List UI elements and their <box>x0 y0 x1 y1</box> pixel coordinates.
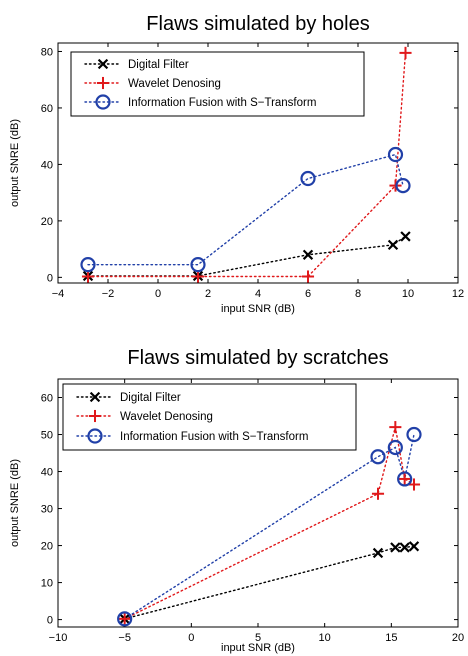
data-point-information-fusion-with-s-transform <box>397 471 413 487</box>
data-point-digital-filter-stroke <box>302 249 314 260</box>
x-tick-label: 5 <box>255 632 261 644</box>
y-tick-label: 80 <box>41 46 53 58</box>
x-tick-label: −4 <box>52 288 65 300</box>
data-point-digital-filter <box>408 541 420 552</box>
y-tick-label: 30 <box>41 504 53 516</box>
legend-marker-digital-filter-stroke <box>89 391 101 403</box>
x-tick-label: 12 <box>452 288 464 300</box>
x-tick-label: −2 <box>102 288 115 300</box>
data-point-information-fusion-with-s-transform <box>370 449 386 465</box>
y-tick-label: 60 <box>41 103 53 115</box>
data-point-information-fusion-with-s-transform <box>406 426 422 443</box>
data-point-wavelet-denosing <box>398 472 411 485</box>
data-point-wavelet-denosing <box>191 270 205 283</box>
data-point-wavelet-denosing <box>118 612 131 625</box>
data-point-digital-filter <box>387 239 399 251</box>
legend-box <box>70 51 365 117</box>
series-line-digital-filter <box>123 545 415 620</box>
x-tick-label: 4 <box>255 288 261 300</box>
x-tick-label: 20 <box>452 632 464 644</box>
legend-marker-digital-filter <box>89 391 101 403</box>
data-point-information-fusion-with-s-transform <box>80 257 96 273</box>
data-point-information-fusion-with-s-transform <box>117 611 133 627</box>
data-point-information-fusion-with-s-transform <box>387 439 403 456</box>
x-tick-label: 0 <box>155 288 161 300</box>
data-point-information-fusion-with-s-transform <box>300 170 316 187</box>
data-point-digital-filter <box>399 542 410 553</box>
legend-marker-information-fusion-with-s-transform <box>95 94 111 110</box>
series-line-information-fusion-with-s-transform <box>123 433 415 620</box>
x-tick-label: 2 <box>205 288 211 300</box>
x-tick-label: 15 <box>385 632 397 644</box>
data-point-information-fusion-with-s-transform <box>190 257 206 273</box>
y-tick-label: 0 <box>47 272 53 284</box>
data-point-wavelet-denosing <box>371 487 385 500</box>
x-tick-label: −5 <box>118 632 131 644</box>
y-tick-label: 20 <box>41 216 53 228</box>
legend: Digital Filter Wavelet Denosing Informat… <box>62 383 357 451</box>
legend-marker-digital-filter <box>97 58 109 70</box>
chart-title: Flaws simulated by scratches <box>127 347 388 369</box>
legend-label-information-fusion: Information Fusion with S−Transform <box>128 97 316 109</box>
series-line-information-fusion-with-s-transform <box>87 153 404 266</box>
data-point-information-fusion-with-s-transform <box>395 177 411 194</box>
data-point-digital-filter <box>302 249 314 260</box>
legend: Digital Filter Wavelet Denosing Informat… <box>70 51 365 117</box>
legend-box <box>62 383 357 451</box>
legend-marker-wavelet-denosing <box>88 409 102 423</box>
y-tick-label: 10 <box>41 578 53 590</box>
y-tick-label: 40 <box>41 159 53 171</box>
y-axis-label: output SNRE (dB) <box>9 459 21 547</box>
data-point-information-fusion-with-s-transform <box>387 146 404 163</box>
y-tick-label: 50 <box>41 430 53 442</box>
series-line-digital-filter <box>87 235 407 277</box>
legend-label-digital-filter: Digital Filter <box>128 59 189 71</box>
legend-marker-digital-filter-stroke <box>97 58 109 70</box>
legend-label-information-fusion: Information Fusion with S−Transform <box>120 431 308 443</box>
data-point-wavelet-denosing <box>389 421 402 434</box>
x-axis-label: input SNR (dB) <box>221 642 295 654</box>
chart-scratches: Flaws simulated by scratches −10 −5 0 5 10 15… <box>9 347 464 654</box>
x-tick-label: 6 <box>305 288 311 300</box>
data-point-digital-filter-stroke <box>400 231 411 242</box>
x-tick-label: 10 <box>402 288 414 300</box>
data-point-digital-filter-stroke <box>408 541 420 552</box>
data-point-digital-filter-stroke <box>390 542 401 553</box>
legend-label-wavelet-denoising: Wavelet Denosing <box>128 78 221 90</box>
data-point-digital-filter-stroke <box>399 542 410 553</box>
data-point-digital-filter-stroke <box>372 547 384 559</box>
data-point-wavelet-denosing <box>81 270 95 283</box>
y-tick-label: 40 <box>41 467 53 479</box>
y-tick-label: 60 <box>41 393 53 405</box>
x-tick-label: 0 <box>188 632 194 644</box>
legend-label-digital-filter: Digital Filter <box>120 392 181 404</box>
data-point-digital-filter <box>390 542 401 553</box>
chart-title: Flaws simulated by holes <box>146 13 369 35</box>
legend-marker-wavelet-denosing <box>96 76 110 90</box>
data-point-digital-filter-stroke <box>387 239 399 251</box>
data-point-wavelet-denosing <box>301 270 315 283</box>
chart-holes: Flaws simulated by holes −4 −2 0 2 4 6 8 10 12 0 2… <box>9 13 464 315</box>
data-point-wavelet-denosing <box>407 478 421 491</box>
data-point-wavelet-denosing <box>399 46 412 59</box>
x-axis-label: input SNR (dB) <box>221 303 295 315</box>
x-tick-label: −10 <box>49 632 68 644</box>
legend-label-wavelet-denoising: Wavelet Denosing <box>120 411 213 423</box>
x-tick-label: 10 <box>319 632 331 644</box>
x-tick-label: 8 <box>355 288 361 300</box>
data-point-digital-filter <box>400 231 411 242</box>
legend-marker-information-fusion-with-s-transform <box>87 428 103 444</box>
y-tick-label: 0 <box>47 615 53 627</box>
data-point-digital-filter <box>372 547 384 559</box>
y-axis-label: output SNRE (dB) <box>9 119 21 207</box>
y-tick-label: 20 <box>41 541 53 553</box>
